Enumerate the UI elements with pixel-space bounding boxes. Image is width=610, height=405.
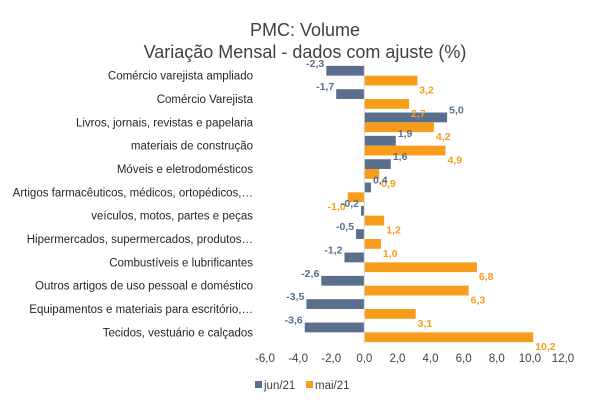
bar-jun21 — [364, 182, 371, 193]
data-label-jun21: -3,6 — [285, 315, 303, 327]
data-label-jun21: 1,6 — [393, 151, 408, 163]
x-tick-label: -4,0 — [288, 353, 308, 365]
chart-title: PMC: Volume — [250, 20, 360, 40]
data-label-mai21: 1,2 — [386, 224, 401, 236]
data-label-mai21: 6,8 — [479, 271, 494, 283]
data-label-mai21: 4,9 — [447, 154, 462, 166]
x-tick-label: -6,0 — [255, 353, 275, 365]
bar-mai21 — [364, 332, 534, 343]
legend-label: mai/21 — [315, 380, 350, 392]
category-label: Comércio Varejista — [157, 94, 254, 106]
data-label-jun21: -0,5 — [336, 221, 354, 233]
x-tick-label: 4,0 — [423, 353, 439, 365]
bar-jun21 — [306, 299, 365, 309]
data-label-mai21: -1,0 — [328, 201, 346, 213]
data-label-jun21: 0,4 — [373, 175, 388, 187]
category-labels: Comércio varejista ampliado Comércio Vare… — [13, 71, 254, 340]
legend-label: jun/21 — [263, 380, 295, 392]
legend: jun/21 mai/21 — [255, 380, 350, 392]
data-label-jun21: -0,2 — [341, 198, 359, 210]
bar-jun21 — [326, 65, 365, 76]
category-label: Hipermercados, supermercados, produtos… — [27, 234, 253, 246]
category-label: veículos, motos, partes e peças — [91, 211, 253, 223]
data-label-mai21: 3,1 — [418, 318, 433, 330]
legend-swatch-jun21 — [255, 381, 262, 388]
bar-mai21 — [364, 75, 418, 86]
x-tick-label: -2,0 — [321, 353, 341, 365]
bar-jun21 — [321, 275, 365, 286]
x-tick-label: 12,0 — [552, 353, 574, 365]
data-labels: -2,33,2-1,72,7 5,04,21,94,91,60,90,4-1,0-… — [285, 58, 556, 353]
legend-swatch-mai21 — [306, 381, 313, 388]
bar-jun21 — [304, 322, 365, 333]
x-tick-label: 8,0 — [489, 353, 505, 365]
bar-jun21 — [364, 159, 391, 169]
data-label-mai21: 4,2 — [436, 131, 451, 143]
bar-jun21 — [364, 135, 396, 146]
data-label-mai21: 3,2 — [419, 84, 434, 96]
x-tick-label: 10,0 — [519, 353, 541, 365]
category-label: Equipamentos e materiais para escritório… — [29, 304, 253, 316]
category-label: materiais de construção — [131, 141, 253, 153]
data-label-mai21: 10,2 — [535, 341, 556, 353]
bar-mai21 — [364, 99, 410, 109]
bar-mai21 — [364, 215, 385, 226]
category-label: Livros, jornais, revistas e papelaria — [76, 117, 254, 129]
bar-mai21 — [364, 169, 380, 179]
category-label: Outros artigos de uso pessoal e doméstic… — [35, 281, 253, 293]
x-tick-label: 6,0 — [456, 353, 472, 365]
data-label-jun21: -2,6 — [301, 268, 319, 280]
bar-mai21 — [364, 145, 446, 156]
bar-mai21 — [347, 192, 365, 203]
bar-mai21 — [364, 262, 477, 273]
data-label-jun21: -1,2 — [324, 245, 342, 257]
data-label-mai21: 0,9 — [381, 178, 396, 190]
data-label-jun21: 5,0 — [449, 105, 464, 117]
category-label: Móveis e eletrodomésticos — [117, 164, 253, 176]
category-label: Combustíveis e lubrificantes — [109, 257, 253, 269]
bar-mai21 — [364, 309, 416, 319]
data-label-jun21: -2,3 — [306, 58, 324, 70]
bar-mai21 — [364, 285, 469, 296]
data-label-jun21: -3,5 — [286, 291, 304, 303]
category-label: Artigos farmacêuticos, médicos, ortopédi… — [13, 187, 253, 199]
data-label-mai21: 6,3 — [471, 294, 486, 306]
x-axis-ticks: -6,0 -4,0 -2,0 0,0 2,0 4,0 6,0 8,0 10,0 12,0 — [255, 353, 574, 365]
bar-mai21 — [364, 122, 434, 133]
bar-jun21 — [336, 89, 365, 99]
data-label-mai21: 1,0 — [383, 248, 398, 260]
bar-jun21 — [364, 112, 448, 123]
bars — [304, 65, 534, 343]
data-label-jun21: 1,9 — [398, 128, 413, 140]
data-label-mai21: 2,7 — [411, 108, 426, 120]
chart-subtitle: Variação Mensal - dados com ajuste (%) — [144, 42, 467, 62]
bar-jun21 — [344, 252, 365, 263]
data-label-jun21: -1,7 — [316, 81, 334, 93]
bar-jun21 — [361, 205, 365, 216]
bar-jun21 — [356, 229, 365, 239]
category-label: Tecidos, vestuário e calçados — [103, 327, 253, 339]
x-tick-label: 0,0 — [356, 353, 372, 365]
category-label: Comércio varejista ampliado — [108, 71, 253, 83]
x-tick-label: 2,0 — [389, 353, 405, 365]
bar-mai21 — [364, 239, 381, 249]
